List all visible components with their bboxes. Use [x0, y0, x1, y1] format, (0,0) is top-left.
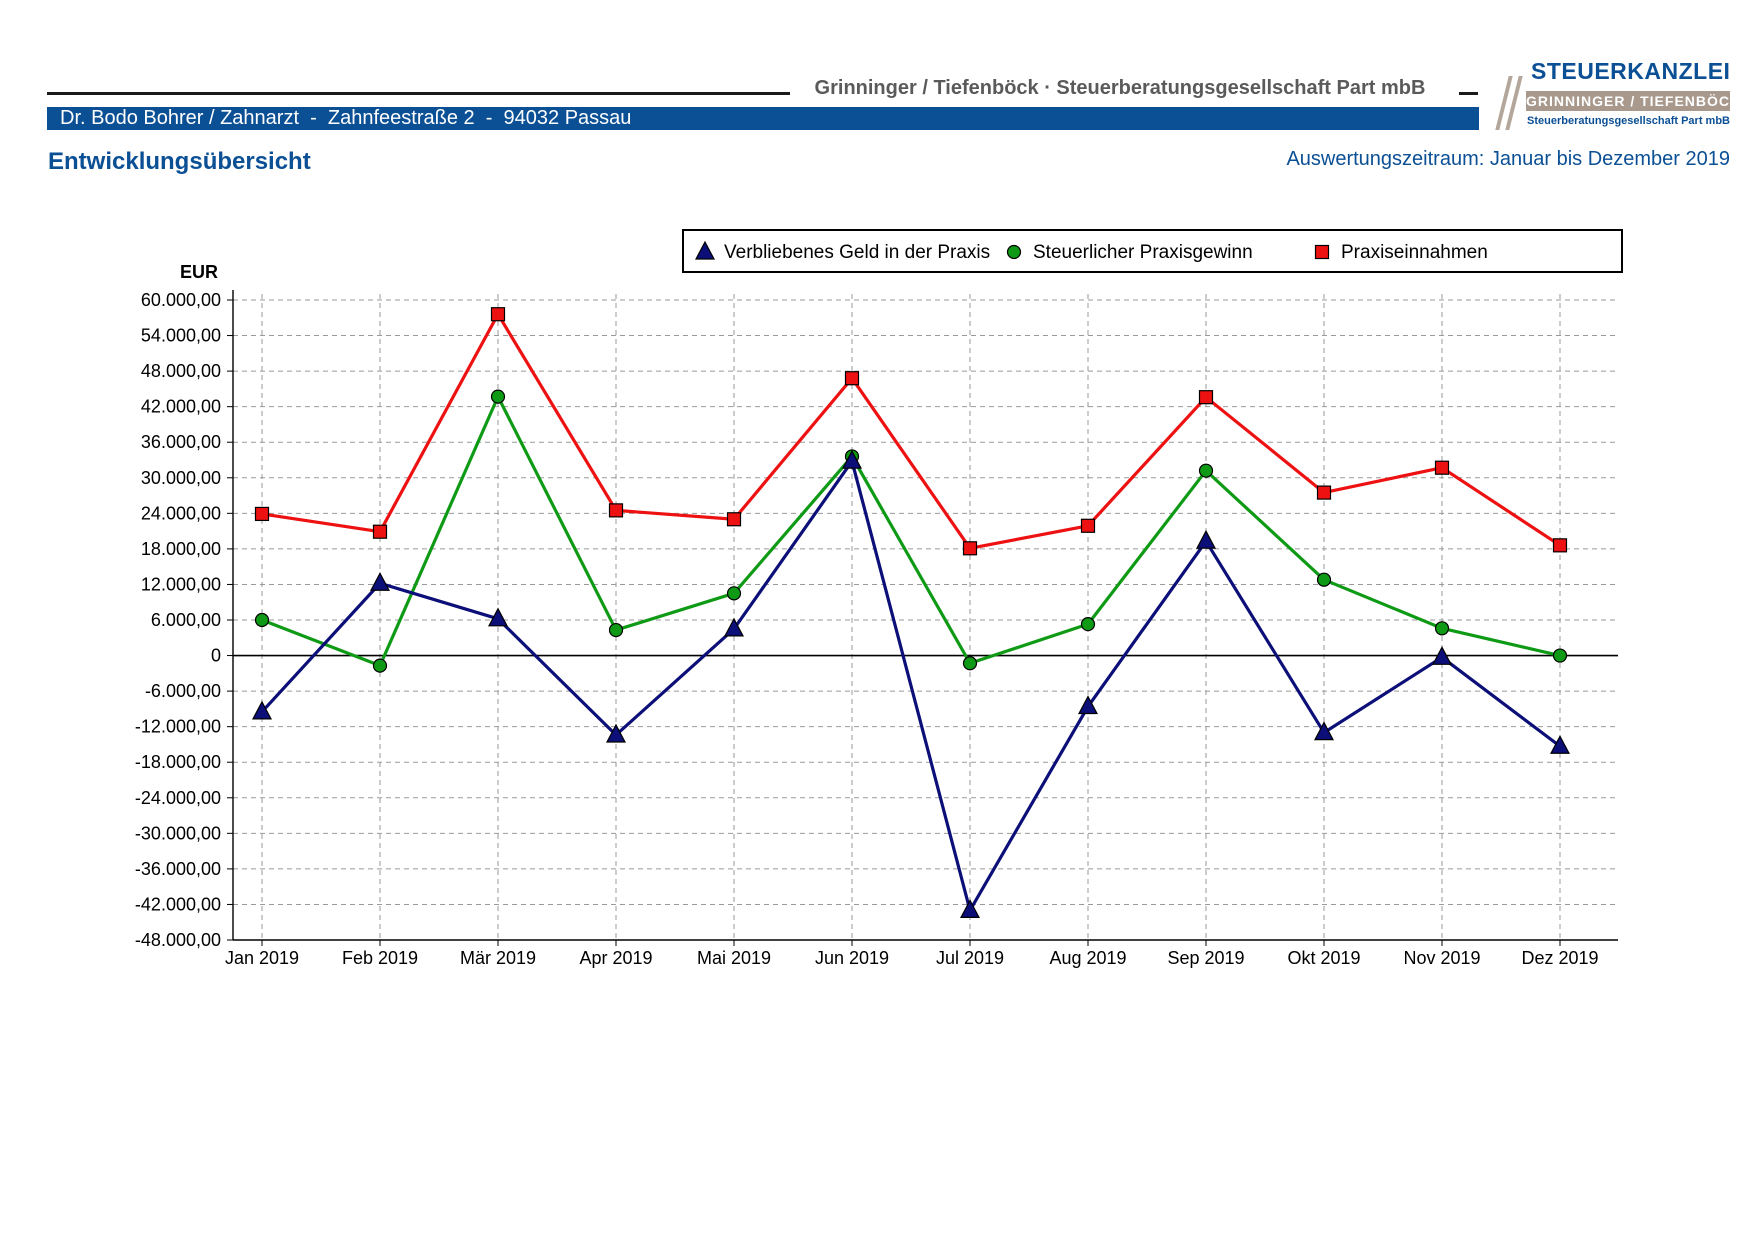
data-point-circle	[1434, 621, 1450, 636]
y-tick-label: -30.000,00	[135, 823, 221, 843]
data-point-triangle	[1550, 734, 1570, 754]
x-tick-label: Feb 2019	[342, 948, 418, 968]
x-tick-label: Apr 2019	[579, 948, 652, 968]
client-line: Dr. Bodo Bohrer / Zahnarzt - Zahnfeestra…	[60, 107, 632, 129]
y-tick-label: 12.000,00	[141, 574, 221, 594]
x-tick-label: Jan 2019	[225, 948, 299, 968]
x-tick-label: Dez 2019	[1521, 948, 1598, 968]
firm-name: Grinninger / Tiefenböck · Steuerberatung…	[814, 77, 1426, 99]
data-point-circle	[372, 658, 388, 673]
data-point-triangle	[842, 449, 862, 469]
data-point-triangle	[1314, 721, 1334, 741]
data-point-triangle	[252, 700, 272, 720]
legend-marker-circle	[1006, 244, 1022, 260]
y-tick-label: 48.000,00	[141, 361, 221, 381]
data-point-triangle	[1432, 646, 1452, 665]
data-point-square	[844, 371, 860, 386]
data-point-square	[1198, 390, 1214, 405]
y-tick-label: -42.000,00	[135, 894, 221, 914]
legend-box	[682, 229, 1623, 273]
data-point-square	[1316, 485, 1332, 500]
axes: 60.000,00 54.000,00 48.000,00 42.000,00 36.0…	[135, 262, 1618, 968]
series-lines	[260, 312, 1561, 912]
grid	[233, 294, 1618, 941]
y-tick-label: -36.000,00	[135, 859, 221, 879]
data-point-circle	[490, 389, 506, 404]
header-rule	[47, 92, 790, 95]
data-point-square	[608, 503, 624, 518]
data-point-circle	[608, 622, 624, 638]
y-tick-label: -18.000,00	[135, 752, 221, 772]
y-tick-label: 18.000,00	[141, 539, 221, 559]
x-tick-label: Okt 2019	[1287, 948, 1360, 968]
x-tick-label: Mär 2019	[460, 948, 536, 968]
data-point-circle	[1080, 617, 1096, 632]
firm-logo: STEUERKANZLEI GRINNINGER / TIEFENBÖCK St…	[1490, 58, 1742, 134]
series-line-square	[261, 312, 1561, 550]
y-tick-label: 24.000,00	[141, 503, 221, 523]
data-point-triangle	[724, 617, 744, 637]
data-point-triangle	[606, 723, 626, 743]
x-tick-label: Aug 2019	[1049, 948, 1126, 968]
y-tick-label: 54.000,00	[141, 326, 221, 346]
y-tick-label: 6.000,00	[151, 610, 221, 630]
x-tick-label: Mai 2019	[697, 948, 771, 968]
data-point-circle	[726, 586, 742, 601]
legend-label: Steuerlicher Praxisgewinn	[1033, 242, 1253, 263]
data-point-square	[1434, 460, 1450, 475]
y-axis-unit: EUR	[180, 262, 218, 282]
data-point-triangle	[960, 899, 980, 918]
y-tick-label: 0	[211, 646, 221, 666]
data-point-circle	[1552, 648, 1568, 663]
x-tick-label: Jul 2019	[936, 948, 1004, 968]
header-rule-end	[1459, 92, 1478, 95]
data-point-circle	[962, 656, 978, 671]
legend-marker-square	[1314, 244, 1330, 260]
data-point-circle	[1316, 572, 1332, 587]
legend-label: Verbliebenes Geld in der Praxis	[724, 242, 990, 263]
data-point-triangle	[370, 571, 390, 591]
data-point-square	[254, 506, 270, 522]
legend: Verbliebenes Geld in der Praxis Steuerlic…	[682, 229, 1623, 273]
logo-band-text: GRINNINGER / TIEFENBÖCK	[1526, 93, 1742, 109]
logo-band: GRINNINGER / TIEFENBÖCK	[1526, 91, 1742, 111]
data-point-circle	[1198, 463, 1214, 478]
series-line-triangle	[260, 459, 1561, 912]
data-point-square	[726, 512, 742, 527]
y-tick-label: -24.000,00	[135, 788, 221, 808]
series-markers	[252, 307, 1570, 918]
y-tick-label: 36.000,00	[141, 432, 221, 452]
data-point-triangle	[1196, 529, 1216, 549]
logo-title: STEUERKANZLEI	[1531, 58, 1731, 84]
series-line-circle	[261, 394, 1561, 668]
y-tick-label: -48.000,00	[135, 930, 221, 950]
y-tick-label: 30.000,00	[141, 468, 221, 488]
period-label: Auswertungszeitraum: Januar bis Dezember…	[1286, 148, 1730, 170]
x-tick-label: Sep 2019	[1167, 948, 1244, 968]
data-point-square	[1552, 538, 1568, 553]
logo-subtitle: Steuerberatungsgesellschaft Part mbB	[1527, 115, 1730, 127]
client-bar: Dr. Bodo Bohrer / Zahnarzt - Zahnfeestra…	[47, 107, 1479, 130]
data-point-circle	[254, 612, 270, 628]
x-tick-label: Jun 2019	[815, 948, 889, 968]
legend-marker-triangle	[695, 240, 715, 260]
legend-label: Praxiseinnahmen	[1341, 242, 1488, 263]
y-tick-label: 60.000,00	[141, 290, 221, 310]
data-point-triangle	[488, 607, 508, 627]
page-title: Entwicklungsübersicht	[48, 148, 311, 175]
data-point-triangle	[1078, 695, 1098, 715]
data-point-square	[962, 541, 978, 556]
y-tick-label: -6.000,00	[145, 681, 221, 701]
data-point-square	[490, 307, 506, 322]
data-point-square	[372, 524, 388, 539]
y-tick-label: 42.000,00	[141, 397, 221, 417]
x-tick-label: Nov 2019	[1403, 948, 1480, 968]
y-tick-label: -12.000,00	[135, 717, 221, 737]
data-point-square	[1080, 518, 1096, 533]
